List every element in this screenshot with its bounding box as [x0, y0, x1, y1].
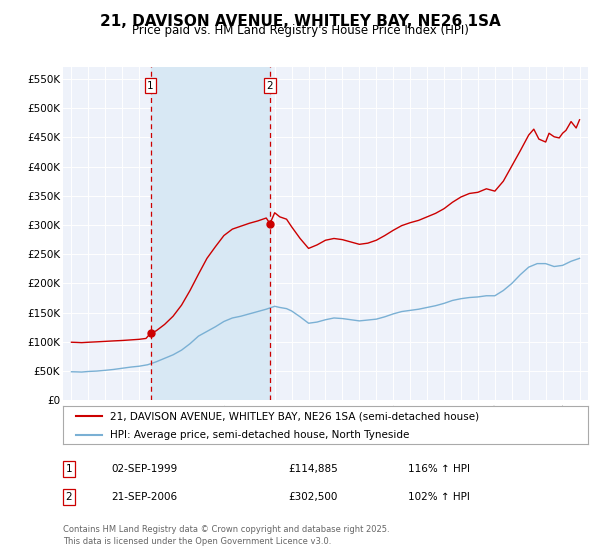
Text: 21, DAVISON AVENUE, WHITLEY BAY, NE26 1SA: 21, DAVISON AVENUE, WHITLEY BAY, NE26 1S… — [100, 14, 500, 29]
Text: £302,500: £302,500 — [288, 492, 337, 502]
Text: 21, DAVISON AVENUE, WHITLEY BAY, NE26 1SA (semi-detached house): 21, DAVISON AVENUE, WHITLEY BAY, NE26 1S… — [110, 411, 479, 421]
Text: Contains HM Land Registry data © Crown copyright and database right 2025.
This d: Contains HM Land Registry data © Crown c… — [63, 525, 389, 546]
Text: 2: 2 — [266, 81, 273, 91]
Text: 102% ↑ HPI: 102% ↑ HPI — [408, 492, 470, 502]
Text: 1: 1 — [65, 464, 73, 474]
Text: 1: 1 — [147, 81, 154, 91]
Text: 02-SEP-1999: 02-SEP-1999 — [111, 464, 177, 474]
Text: 2: 2 — [65, 492, 73, 502]
Text: 21-SEP-2006: 21-SEP-2006 — [111, 492, 177, 502]
Text: 116% ↑ HPI: 116% ↑ HPI — [408, 464, 470, 474]
Text: £114,885: £114,885 — [288, 464, 338, 474]
Text: Price paid vs. HM Land Registry's House Price Index (HPI): Price paid vs. HM Land Registry's House … — [131, 24, 469, 37]
Bar — [151, 67, 270, 400]
Text: HPI: Average price, semi-detached house, North Tyneside: HPI: Average price, semi-detached house,… — [110, 430, 410, 440]
